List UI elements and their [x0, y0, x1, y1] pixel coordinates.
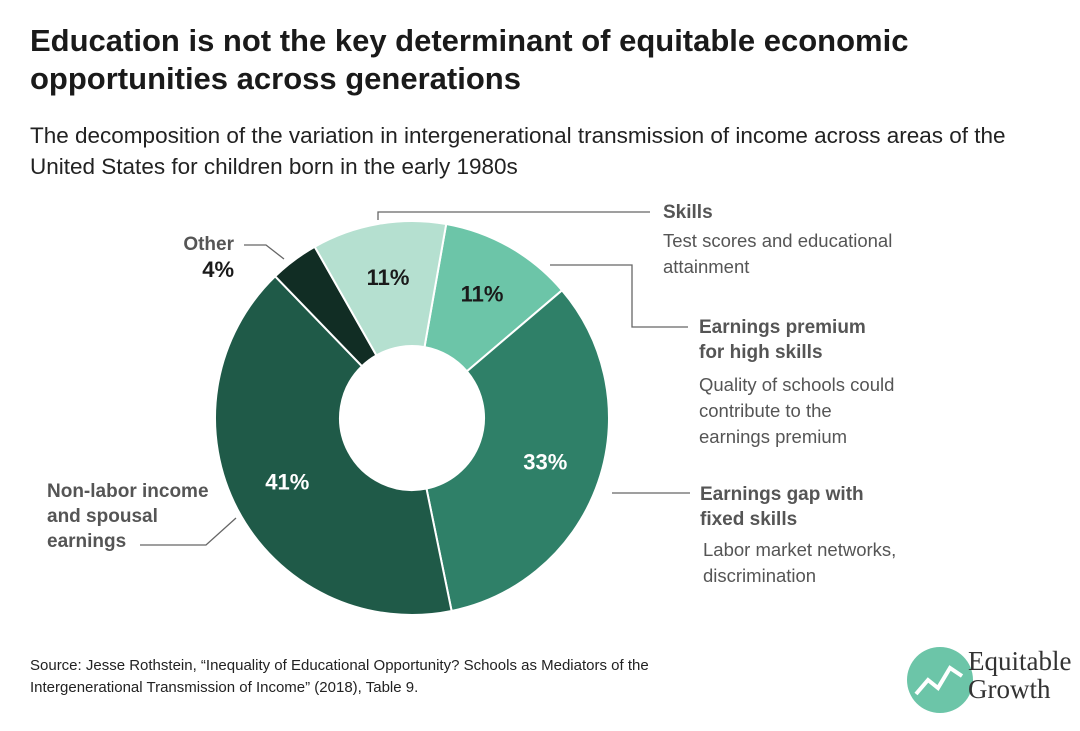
category-description: Test scores and educational attainment	[663, 230, 893, 277]
source: Source: Jesse Rothstein, “Inequality of …	[30, 657, 649, 696]
category-label: Earnings gap with fixed skills	[700, 484, 864, 530]
category-description: Labor market networks, discrimination	[703, 539, 897, 586]
title: Education is not the key determinant of …	[30, 23, 909, 96]
category-label: Other	[183, 234, 234, 255]
value-label: 11%	[461, 281, 504, 306]
logo-mark	[914, 665, 964, 696]
slice	[214, 274, 453, 616]
value-label: 41%	[265, 470, 309, 495]
logo-text: Growth	[968, 674, 1051, 704]
category-label: Skills	[663, 202, 713, 223]
subtitle: The decomposition of the variation in in…	[30, 123, 1006, 179]
value-label: 33%	[523, 450, 567, 475]
category-label: Non-labor income and spousal earnings	[47, 481, 209, 552]
value-label: 4%	[202, 257, 234, 282]
leader-line	[140, 517, 237, 546]
slice	[313, 220, 448, 357]
logo-mark	[907, 647, 973, 713]
leaders	[140, 211, 690, 546]
leader-line	[244, 244, 285, 260]
leader-line	[377, 211, 650, 220]
logo: Equitable Growth	[907, 646, 1071, 713]
logo-text: Equitable	[968, 646, 1071, 676]
slice	[425, 288, 610, 613]
category-label: Earnings premium for high skills	[699, 317, 866, 363]
category-description: Quality of schools could contribute to t…	[699, 374, 895, 447]
leader-line	[550, 264, 688, 328]
value-label: 11%	[367, 265, 410, 290]
